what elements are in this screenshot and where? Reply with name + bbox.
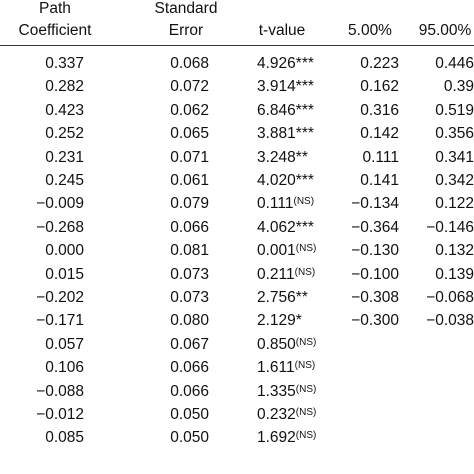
ci-lower: 0.142 <box>360 125 399 143</box>
significance: (NS) <box>295 383 317 395</box>
t-value: 3.914*** <box>257 78 314 96</box>
path-coefficient: −0.009 <box>36 195 84 213</box>
ci-upper: −0.068 <box>426 289 474 306</box>
header-cell: Standard <box>154 0 218 17</box>
standard-error: 0.081 <box>170 242 209 260</box>
path-coefficient: 0.015 <box>45 265 84 283</box>
ci-lower: −0.300 <box>351 312 399 330</box>
standard-error: 0.071 <box>170 148 209 166</box>
ci-upper: 0.519 <box>435 101 474 119</box>
t-value: 2.756** <box>257 289 308 306</box>
standard-error: 0.066 <box>170 359 209 377</box>
t-value: 3.248** <box>257 148 308 166</box>
t-value: 0.850(NS) <box>257 335 317 353</box>
standard-error: 0.068 <box>170 55 209 72</box>
path-coefficient: 0.337 <box>45 55 84 72</box>
ci-lower: 0.162 <box>360 78 399 96</box>
ci-lower: −0.134 <box>351 195 399 213</box>
path-coefficient: 0.057 <box>45 335 84 353</box>
path-coefficient: 0.245 <box>45 172 84 189</box>
standard-error: 0.066 <box>170 382 209 400</box>
header-cell: Coefficient <box>18 22 92 39</box>
t-value: 1.611(NS) <box>257 359 316 377</box>
t-value: 0.001(NS) <box>257 242 317 260</box>
header-cell: 5.00% <box>348 22 392 39</box>
header-cell: Error <box>168 22 204 39</box>
standard-error: 0.079 <box>170 195 209 213</box>
path-coefficient: 0.085 <box>45 429 84 447</box>
header-rule <box>0 45 474 46</box>
ci-upper: 0.139 <box>435 265 474 283</box>
t-value: 4.020*** <box>257 172 314 189</box>
t-value: 0.232(NS) <box>257 406 317 423</box>
significance: (NS) <box>295 243 317 255</box>
standard-error: 0.067 <box>170 335 209 353</box>
significance: (NS) <box>294 266 316 278</box>
significance: (NS) <box>295 430 317 442</box>
ci-lower: 0.111 <box>362 148 400 166</box>
standard-error: 0.072 <box>170 78 209 96</box>
ci-upper: 0.122 <box>435 195 474 213</box>
ci-upper: −0.146 <box>426 218 474 236</box>
ci-lower: −0.308 <box>351 289 399 306</box>
path-coefficient: −0.171 <box>36 312 84 330</box>
t-value: 0.111(NS) <box>257 195 315 213</box>
ci-lower: 0.316 <box>360 101 399 119</box>
path-coefficient: −0.202 <box>36 289 84 306</box>
path-coefficient: −0.268 <box>36 218 84 236</box>
ci-lower: −0.130 <box>351 242 399 260</box>
ci-upper: 0.356 <box>435 125 474 143</box>
ci-lower: −0.364 <box>351 218 399 236</box>
significance: (NS) <box>295 407 317 418</box>
standard-error: 0.066 <box>170 218 209 236</box>
standard-error: 0.073 <box>170 265 209 283</box>
t-value: 2.129* <box>257 312 302 330</box>
standard-error: 0.073 <box>170 289 209 306</box>
path-coefficient: 0.231 <box>45 148 84 166</box>
ci-lower: 0.141 <box>360 172 399 189</box>
standard-error: 0.065 <box>170 125 209 143</box>
ci-upper: 0.341 <box>435 148 474 166</box>
significance: (NS) <box>294 360 316 372</box>
ci-upper: 0.446 <box>435 55 474 72</box>
standard-error: 0.062 <box>170 101 209 119</box>
t-value: 6.846*** <box>257 101 314 119</box>
path-coefficient: 0.282 <box>45 78 84 96</box>
t-value: 0.211(NS) <box>257 265 316 283</box>
path-coefficient: −0.012 <box>36 406 84 423</box>
ci-upper: −0.038 <box>426 312 474 330</box>
standard-error: 0.050 <box>170 429 209 447</box>
ci-upper: 0.132 <box>435 242 474 260</box>
header-cell: Path <box>39 0 71 17</box>
t-value: 1.335(NS) <box>257 382 317 400</box>
significance: (NS) <box>295 336 317 348</box>
t-value: 4.062*** <box>257 218 314 236</box>
header-cell: 95.00% <box>418 22 472 39</box>
standard-error: 0.080 <box>170 312 209 330</box>
path-coefficient: 0.423 <box>45 101 84 119</box>
t-value: 1.692(NS) <box>257 429 317 447</box>
t-value: 4.926*** <box>257 55 314 72</box>
ci-upper: 0.39 <box>443 78 474 96</box>
ci-lower: 0.223 <box>360 55 399 72</box>
ci-lower: −0.100 <box>351 265 399 283</box>
header-cell: t-value <box>258 22 306 39</box>
ci-upper: 0.342 <box>435 172 474 189</box>
t-value: 3.881*** <box>257 125 314 143</box>
significance: (NS) <box>293 196 315 208</box>
path-coefficient: −0.088 <box>36 382 84 400</box>
path-coefficient: 0.000 <box>45 242 84 260</box>
standard-error: 0.050 <box>170 406 209 423</box>
path-coefficient: 0.106 <box>45 359 84 377</box>
standard-error: 0.061 <box>170 172 209 189</box>
path-coefficient: 0.252 <box>45 125 84 143</box>
